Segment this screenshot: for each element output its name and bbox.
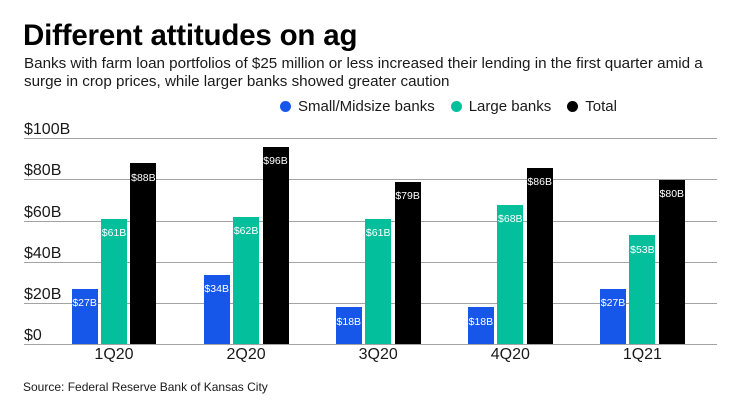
legend-label: Small/Midsize banks bbox=[298, 98, 435, 115]
bar-2Q20-series-2: $62B bbox=[233, 216, 260, 345]
chart-subtitle-line-1: Banks with farm loan portfolios of $25 m… bbox=[24, 55, 703, 72]
y-axis-tick-label: $80B bbox=[24, 162, 62, 180]
bar-3Q20-series-2: $61B bbox=[365, 218, 392, 345]
legend-dot-icon bbox=[450, 101, 462, 112]
legend-item: Total bbox=[567, 98, 617, 115]
bar-1Q21-series-1: $27B bbox=[600, 288, 626, 345]
bar-4Q20-series-2: $68B bbox=[497, 204, 524, 345]
x-axis-tick-label: 4Q20 bbox=[490, 346, 530, 363]
legend-label: Total bbox=[585, 98, 617, 115]
x-axis-tick-label: 1Q21 bbox=[622, 346, 662, 363]
bar-1Q21-series-3: $80B bbox=[658, 179, 685, 345]
legend-label: Large banks bbox=[468, 98, 552, 115]
bar-value-label: $68B bbox=[498, 212, 523, 225]
bar-value-label: $79B bbox=[395, 190, 420, 203]
bar-value-label: $18B bbox=[336, 315, 362, 328]
bar-2Q20-series-1: $34B bbox=[203, 274, 230, 345]
bar-value-label: $27B bbox=[72, 297, 97, 310]
bar-value-label: $61B bbox=[101, 227, 127, 240]
legend-item: Large banks bbox=[450, 98, 552, 115]
bar-value-label: $34B bbox=[204, 282, 229, 295]
bar-value-label: $27B bbox=[600, 297, 626, 310]
bar-4Q20-series-1: $18B bbox=[467, 307, 494, 345]
x-axis-tick-label: 2Q20 bbox=[226, 346, 266, 363]
bar-value-label: $53B bbox=[630, 243, 655, 256]
y-axis-tick-label: $40B bbox=[24, 244, 62, 262]
y-axis-tick-label: $20B bbox=[24, 285, 62, 303]
x-axis-tick-label: 1Q20 bbox=[94, 346, 134, 363]
bar-1Q20-series-2: $61B bbox=[101, 218, 127, 345]
chart-legend: Small/Midsize banks Large banks Total bbox=[280, 98, 617, 115]
source-note: Source: Federal Reserve Bank of Kansas C… bbox=[23, 380, 268, 394]
bar-value-label: $88B bbox=[131, 171, 156, 184]
bar-value-label: $18B bbox=[468, 315, 494, 328]
bar-3Q20-series-1: $18B bbox=[335, 307, 362, 345]
chart-subtitle: Banks with farm loan portfolios of $25 m… bbox=[24, 55, 703, 90]
bar-value-label: $80B bbox=[659, 188, 685, 201]
bar-1Q20-series-1: $27B bbox=[71, 288, 98, 345]
chart-subtitle-line-2: surge in crop prices, while larger banks… bbox=[24, 72, 450, 90]
bar-1Q21-series-2: $53B bbox=[629, 235, 656, 345]
bar-2Q20-series-3: $96B bbox=[262, 146, 289, 345]
legend-dot-icon bbox=[280, 101, 291, 112]
bar-3Q20-series-3: $79B bbox=[394, 181, 421, 345]
legend-item: Small/Midsize banks bbox=[280, 98, 435, 115]
chart-title: Different attitudes on ag bbox=[23, 19, 358, 52]
bar-4Q20-series-3: $86B bbox=[526, 167, 553, 345]
bar-value-label: $62B bbox=[233, 225, 259, 238]
legend-dot-icon bbox=[567, 101, 579, 112]
bar-value-label: $96B bbox=[263, 155, 288, 168]
x-axis-tick-label: 3Q20 bbox=[358, 346, 398, 363]
gridline bbox=[24, 179, 717, 181]
y-axis-tick-label: $100B bbox=[24, 121, 71, 139]
bar-1Q20-series-3: $88B bbox=[130, 163, 157, 345]
gridline bbox=[24, 138, 717, 140]
y-axis-tick-label: $0 bbox=[24, 327, 42, 344]
bar-value-label: $61B bbox=[365, 227, 391, 240]
gridline bbox=[24, 344, 717, 345]
bar-value-label: $86B bbox=[527, 175, 552, 188]
y-axis-tick-label: $60B bbox=[24, 203, 62, 221]
